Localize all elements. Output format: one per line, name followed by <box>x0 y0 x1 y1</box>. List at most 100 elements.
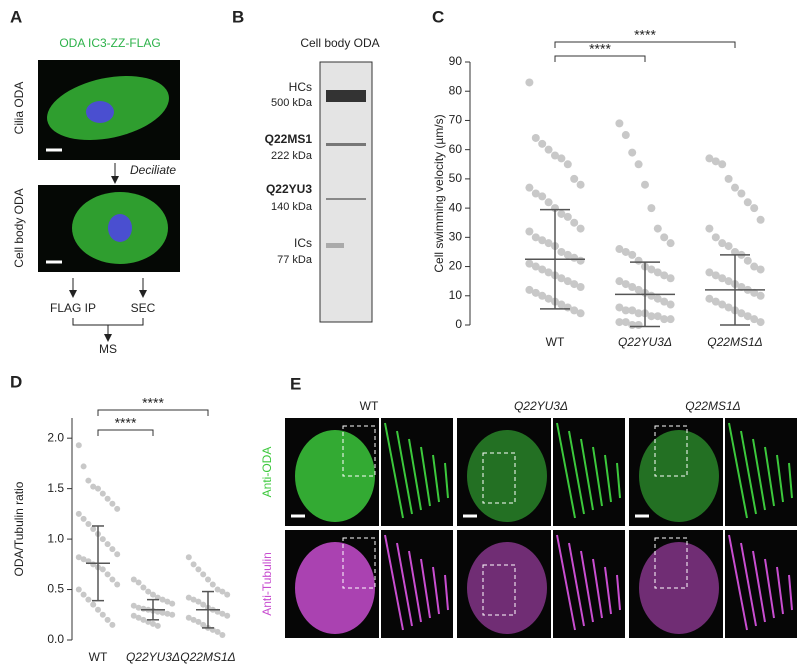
data-point <box>531 189 540 198</box>
data-point <box>705 268 714 277</box>
method-label: SEC <box>131 301 156 315</box>
inset-cilium <box>408 550 422 623</box>
row-label: Anti-ODA <box>260 447 274 498</box>
data-point <box>628 283 637 292</box>
data-point <box>718 160 727 169</box>
y-tick-label: 50 <box>449 171 463 185</box>
data-point <box>718 274 727 283</box>
band-name: Q22MS1 <box>265 132 313 146</box>
data-point <box>185 594 192 601</box>
data-point <box>109 621 116 628</box>
data-point <box>130 612 137 619</box>
x-tick-label: Q22YU3Δ <box>618 335 672 349</box>
y-tick-label: 40 <box>449 200 463 214</box>
data-point <box>570 218 579 227</box>
x-tick-label: Q22MS1Δ <box>707 335 762 349</box>
y-tick-label: 60 <box>449 142 463 156</box>
data-point <box>666 300 675 309</box>
x-tick-label: WT <box>546 335 565 349</box>
data-point <box>634 309 643 318</box>
data-point <box>653 312 662 321</box>
data-point <box>756 265 765 274</box>
y-tick-label: 0 <box>455 317 462 331</box>
data-point <box>750 262 759 271</box>
data-point <box>164 610 171 617</box>
column-header: Q22MS1Δ <box>685 399 740 413</box>
data-point <box>525 227 534 236</box>
data-point <box>647 204 656 213</box>
panel-letter: C <box>432 7 444 26</box>
significance-bracket <box>554 41 736 48</box>
inset-box <box>654 537 688 589</box>
data-point <box>154 622 161 629</box>
gel-title: Cell body ODA <box>300 36 379 50</box>
data-point <box>756 318 765 327</box>
inset-cilium <box>556 422 576 519</box>
inset-cilium <box>764 446 775 507</box>
data-point <box>525 259 534 268</box>
data-point <box>99 536 106 543</box>
data-point <box>99 611 106 618</box>
band-size: 500 kDa <box>271 97 313 109</box>
cell <box>295 430 375 522</box>
inset-box <box>342 537 376 589</box>
data-point <box>718 300 727 309</box>
data-point <box>737 309 746 318</box>
data-point <box>621 318 630 327</box>
inset-cilium <box>740 430 757 515</box>
inset-cilium <box>444 462 449 499</box>
band-name: Q22YU3 <box>266 182 312 196</box>
data-point <box>615 318 624 327</box>
data-point <box>195 566 202 573</box>
data-point <box>75 586 82 593</box>
data-point <box>557 209 566 218</box>
inset-cilium <box>740 542 757 627</box>
data-point <box>538 236 547 245</box>
inset <box>725 418 797 526</box>
data-point <box>185 614 192 621</box>
data-point <box>538 265 547 274</box>
data-point <box>557 154 566 163</box>
row-label: Cilia ODA <box>12 82 26 135</box>
data-point <box>190 616 197 623</box>
data-point <box>185 554 192 561</box>
stain-label: ODA IC3-ZZ-FLAG <box>59 36 160 50</box>
data-point <box>660 271 669 280</box>
data-point <box>200 601 207 608</box>
data-point <box>130 602 137 609</box>
data-point <box>90 483 97 490</box>
data-point <box>750 204 759 213</box>
data-point <box>538 192 547 201</box>
data-point <box>737 283 746 292</box>
y-axis-label: ODA/Tubulin ratio <box>12 481 26 576</box>
inset <box>381 418 453 526</box>
gel <box>319 61 373 323</box>
data-point <box>531 233 540 242</box>
data-point <box>95 485 101 492</box>
data-point <box>219 588 226 595</box>
inset-cilium <box>568 542 585 627</box>
cell <box>639 430 719 522</box>
inset-cilium <box>604 566 612 615</box>
inset-cilium <box>420 558 431 619</box>
data-point <box>634 285 643 294</box>
data-point <box>525 78 534 87</box>
column-header: Q22YU3Δ <box>514 399 568 413</box>
data-point <box>544 294 553 303</box>
data-point <box>647 312 656 321</box>
data-point <box>557 274 566 283</box>
data-point <box>750 288 759 297</box>
inset <box>553 418 625 526</box>
data-point <box>750 315 759 324</box>
inset-cilium <box>788 462 793 499</box>
data-point <box>159 596 166 603</box>
data-point <box>200 571 207 578</box>
data-point <box>114 581 121 588</box>
inset-cilium <box>616 462 621 499</box>
inset-cilium <box>728 422 748 519</box>
data-point <box>80 463 87 470</box>
data-point <box>615 277 624 286</box>
data-point <box>135 579 142 586</box>
inset-cilium <box>776 566 784 615</box>
